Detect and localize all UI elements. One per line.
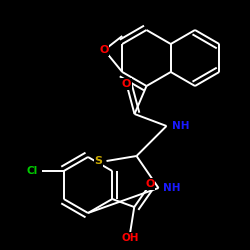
Text: OH: OH (122, 233, 139, 243)
Text: O: O (100, 45, 109, 55)
Text: S: S (94, 156, 102, 166)
Text: NH: NH (162, 183, 180, 193)
Text: NH: NH (172, 121, 189, 131)
Text: O: O (122, 79, 131, 89)
Text: Cl: Cl (26, 166, 38, 176)
Text: O: O (146, 179, 155, 189)
